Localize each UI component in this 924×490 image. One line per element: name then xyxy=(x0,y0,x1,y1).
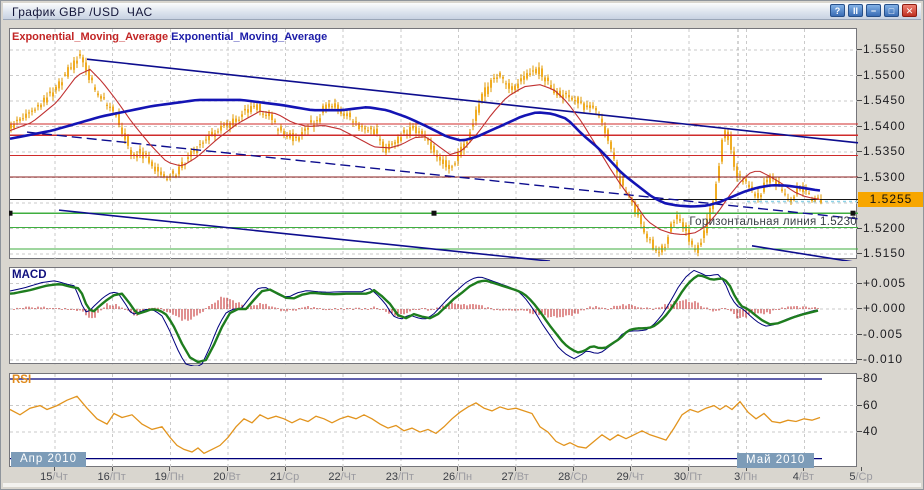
price-axis-tick xyxy=(857,177,862,178)
date-label: 22/Чт xyxy=(328,471,356,483)
titlebar[interactable]: График GBP /USD ЧАС ?II−□✕ xyxy=(3,3,921,20)
price-axis-tick xyxy=(857,49,862,50)
date-label: 23/Пт xyxy=(386,471,414,483)
price-axis-tick xyxy=(857,151,862,152)
rsi-canvas[interactable] xyxy=(9,373,859,469)
titlebar-controls: ?II−□✕ xyxy=(830,4,917,17)
rsi-line xyxy=(10,396,820,453)
date-tick xyxy=(573,467,574,471)
trendline-4[interactable] xyxy=(752,246,858,261)
date-tick xyxy=(285,467,286,471)
titlebar-maximize-button[interactable]: □ xyxy=(884,4,899,17)
date-tick xyxy=(515,467,516,471)
trendline-2[interactable] xyxy=(27,132,858,219)
rsi-axis-label: 60 xyxy=(863,398,878,412)
price-axis-tick xyxy=(857,253,862,254)
macd-signal-line xyxy=(10,270,818,366)
rsi-axis-label: 40 xyxy=(863,424,878,438)
date-tick xyxy=(342,467,343,471)
rsi-label: RSI xyxy=(12,374,31,386)
price-axis-label: 1.5400 xyxy=(863,119,906,133)
date-label: 4/Вт xyxy=(793,471,814,483)
date-label: 5/Ср xyxy=(849,471,872,483)
legend-ema-fast: Exponential_Moving_Average xyxy=(12,31,168,43)
price-axis-tick xyxy=(857,228,862,229)
date-label: 21/Ср xyxy=(270,471,299,483)
rsi-panel[interactable] xyxy=(9,373,857,467)
rsi-axis-tick xyxy=(857,431,862,432)
indicator-legend: Exponential_Moving_Average Exponential_M… xyxy=(12,31,327,43)
date-tick xyxy=(400,467,401,471)
date-label: 19/Пн xyxy=(155,471,184,483)
rsi-axis-label: 80 xyxy=(863,371,878,385)
macd-axis-label: -0.005 xyxy=(863,327,903,341)
titlebar-help-button[interactable]: ? xyxy=(830,4,845,17)
rsi-axis-tick xyxy=(857,405,862,406)
macd-axis-tick xyxy=(857,359,862,360)
price-axis-label: 1.5500 xyxy=(863,68,906,82)
macd-main-line xyxy=(10,275,818,362)
macd-panel[interactable] xyxy=(9,267,857,364)
date-tick xyxy=(112,467,113,471)
macd-axis-label: +0.005 xyxy=(863,276,906,290)
price-axis-label: 1.5350 xyxy=(863,144,906,158)
price-axis-label: 1.5150 xyxy=(863,246,906,260)
month-badge-april: Апр 2010 xyxy=(11,452,86,467)
window-title: График GBP /USD ЧАС xyxy=(12,5,153,19)
date-tick xyxy=(688,467,689,471)
selection-handle-1[interactable] xyxy=(9,211,13,216)
titlebar-pause-button[interactable]: II xyxy=(848,4,863,17)
date-tick xyxy=(861,467,862,471)
bottom-strip xyxy=(3,483,921,487)
date-label: 28/Ср xyxy=(558,471,587,483)
date-label: 27/Вт xyxy=(501,471,528,483)
titlebar-minimize-button[interactable]: − xyxy=(866,4,881,17)
date-tick xyxy=(457,467,458,471)
macd-axis-tick xyxy=(857,334,862,335)
date-label: 15/Чт xyxy=(40,471,68,483)
titlebar-close-button[interactable]: ✕ xyxy=(902,4,917,17)
month-badge-may: Май 2010 xyxy=(737,453,814,468)
macd-axis-tick xyxy=(857,308,862,309)
selection-handle-3[interactable] xyxy=(851,211,856,216)
price-axis-label: 1.5450 xyxy=(863,93,906,107)
price-axis-label: 1.5550 xyxy=(863,42,906,56)
date-label: 30/Пт xyxy=(674,471,702,483)
price-axis-tick xyxy=(857,75,862,76)
date-label: 3/Пн xyxy=(734,471,757,483)
date-tick xyxy=(54,467,55,471)
macd-canvas[interactable] xyxy=(9,267,859,366)
macd-axis-tick xyxy=(857,283,862,284)
current-price-tag: 1.5255 xyxy=(858,192,924,207)
rsi-axis-tick xyxy=(857,378,862,379)
price-axis-tick xyxy=(857,100,862,101)
price-axis-label: 1.5200 xyxy=(863,221,906,235)
date-label: 16/Пт xyxy=(97,471,125,483)
price-axis-label: 1.5300 xyxy=(863,170,906,184)
chart-window: График GBP /USD ЧАС ?II−□✕ Exponential_M… xyxy=(0,0,924,490)
date-tick xyxy=(169,467,170,471)
macd-label: MACD xyxy=(12,269,47,281)
date-label: 29/Чт xyxy=(617,471,645,483)
legend-ema-slow: Exponential_Moving_Average xyxy=(168,31,327,43)
price-axis-tick xyxy=(857,126,862,127)
macd-axis-label: -0.010 xyxy=(863,352,903,366)
date-label: 20/Вт xyxy=(213,471,240,483)
rsi-gridlines xyxy=(10,374,859,468)
macd-axis-label: +0.000 xyxy=(863,301,906,315)
date-tick xyxy=(630,467,631,471)
selection-handle-2[interactable] xyxy=(432,211,437,216)
date-tick xyxy=(227,467,228,471)
horizontal-line-annotation: Горизонтальная линия 1.5230 xyxy=(541,216,857,228)
trendline-3[interactable] xyxy=(59,210,550,261)
date-label: 26/Пн xyxy=(443,471,472,483)
